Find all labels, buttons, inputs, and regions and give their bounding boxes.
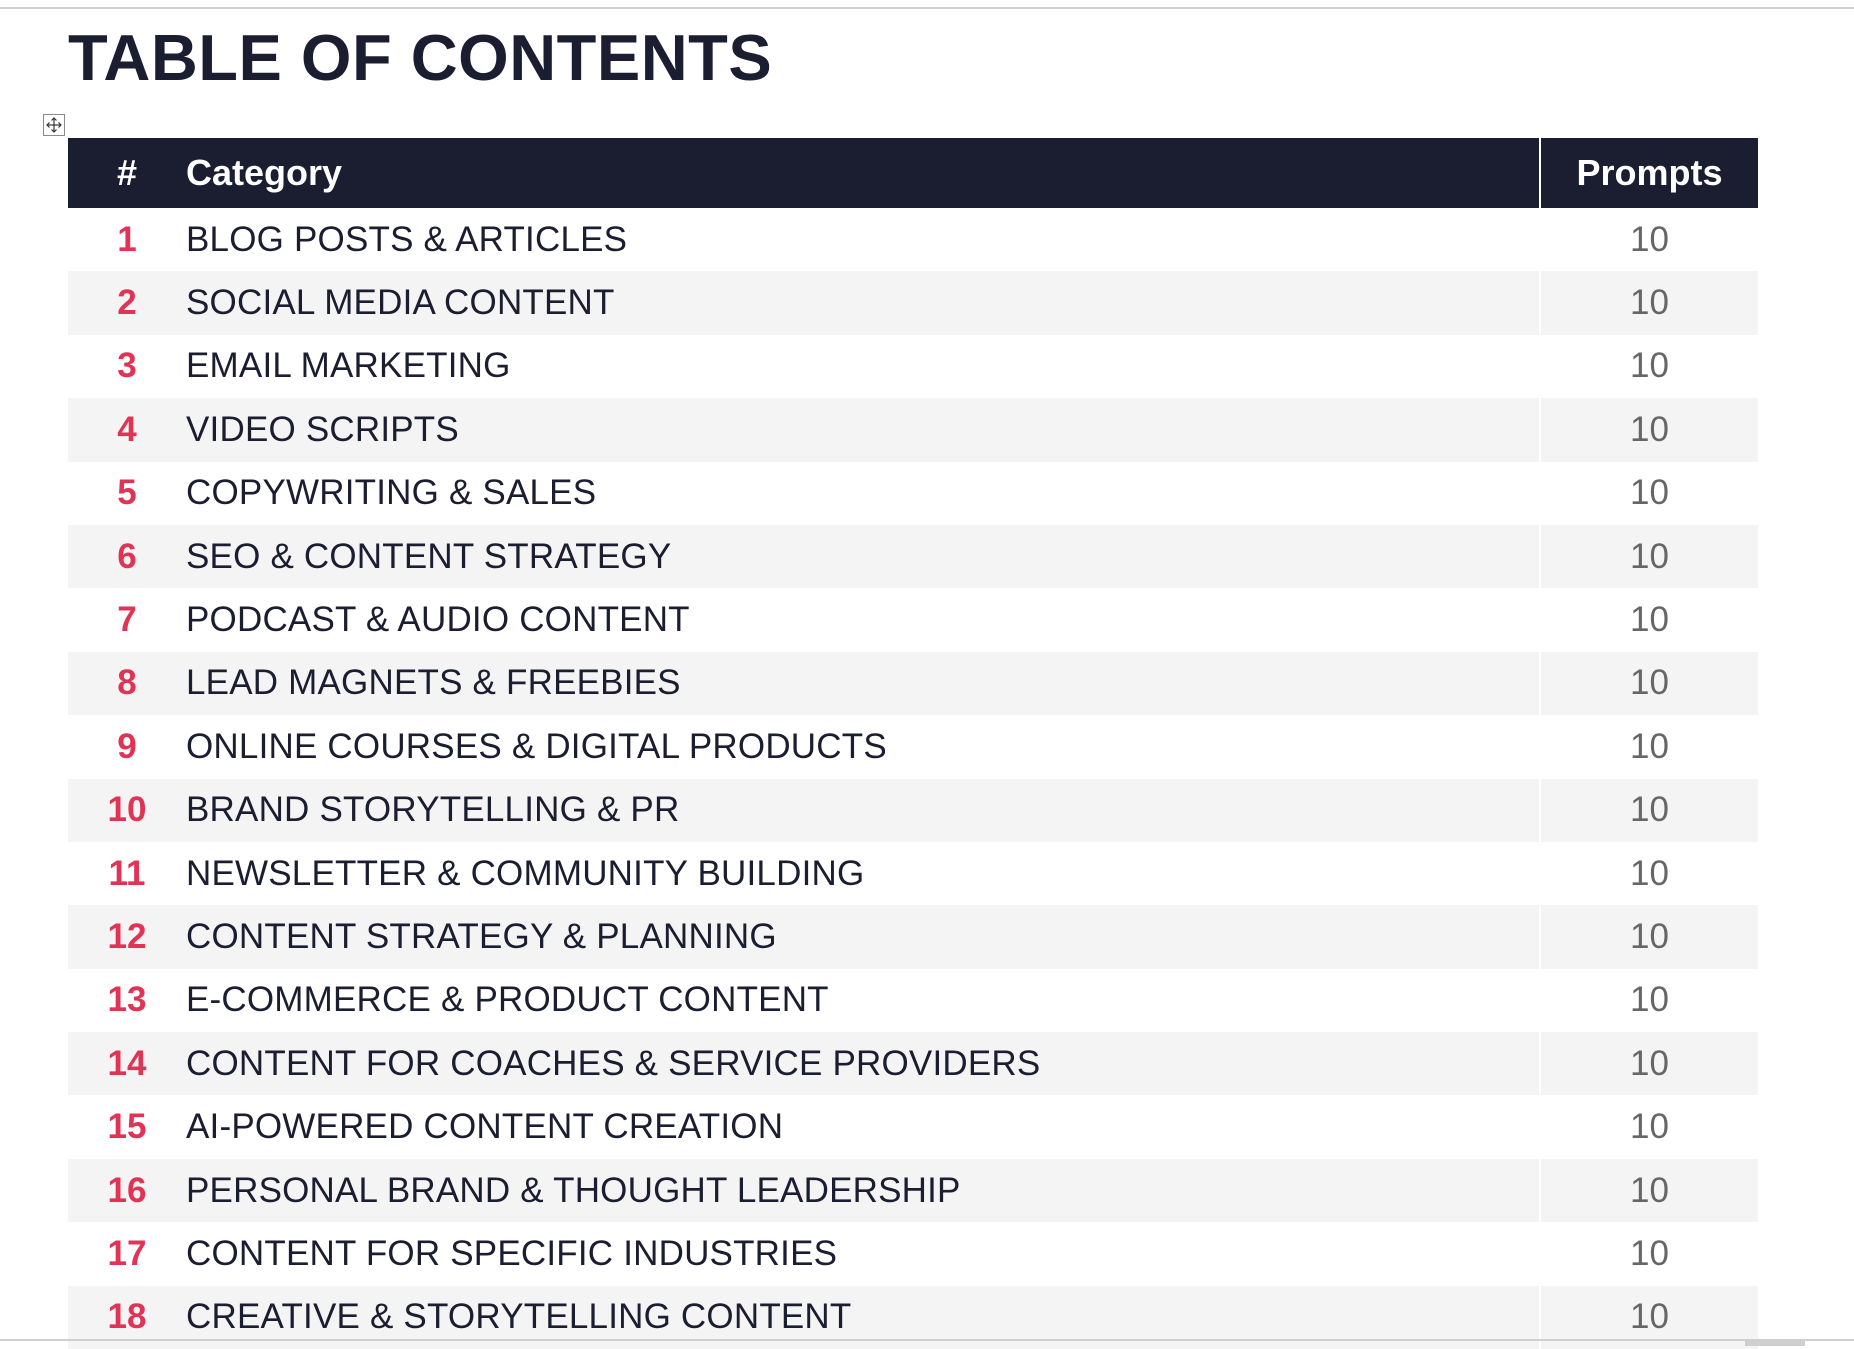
row-category: EMAIL MARKETING (186, 346, 511, 386)
row-category: AI-POWERED CONTENT CREATION (186, 1107, 784, 1147)
table-row: 17 CONTENT FOR SPECIFIC INDUSTRIES 10 (68, 1222, 1758, 1286)
row-category: E-COMMERCE & PRODUCT CONTENT (186, 980, 829, 1020)
row-category: ONLINE COURSES & DIGITAL PRODUCTS (186, 726, 887, 766)
table-row: 14 CONTENT FOR COACHES & SERVICE PROVIDE… (68, 1032, 1758, 1096)
row-category: PODCAST & AUDIO CONTENT (186, 600, 690, 640)
table-row: 3 EMAIL MARKETING 10 (68, 334, 1758, 399)
row-category: NEWSLETTER & COMMUNITY BUILDING (186, 853, 865, 893)
row-prompts: 10 (1539, 271, 1758, 335)
table-row: 16 PERSONAL BRAND & THOUGHT LEADERSHIP 1… (68, 1158, 1758, 1223)
row-number: 7 (117, 600, 137, 640)
row-number: 2 (117, 283, 137, 323)
row-number: 15 (107, 1107, 147, 1147)
row-category: CONTENT FOR COACHES & SERVICE PROVIDERS (186, 1043, 1041, 1083)
row-prompts: 10 (1539, 778, 1758, 842)
table-row: 4 VIDEO SCRIPTS 10 (68, 398, 1758, 462)
row-number: 3 (117, 346, 137, 386)
table-row: 13 E-COMMERCE & PRODUCT CONTENT 10 (68, 968, 1758, 1033)
table-row: 11 NEWSLETTER & COMMUNITY BUILDING 10 (68, 841, 1758, 906)
bottom-divider (0, 1339, 1854, 1341)
row-number: 14 (107, 1043, 147, 1083)
toc-table: # Category Prompts 1 BLOG POSTS & ARTICL… (68, 138, 1758, 1349)
row-number: 9 (117, 726, 137, 766)
row-prompts: 10 (1539, 968, 1758, 1033)
move-icon (46, 117, 62, 133)
row-number: 16 (107, 1170, 147, 1210)
table-row: 9 ONLINE COURSES & DIGITAL PRODUCTS 10 (68, 715, 1758, 779)
row-prompts: 10 (1539, 398, 1758, 462)
row-category: SOCIAL MEDIA CONTENT (186, 283, 615, 323)
row-prompts: 10 (1539, 905, 1758, 969)
row-number: 5 (117, 473, 137, 513)
row-number: 4 (117, 409, 137, 449)
row-prompts: 10 (1539, 461, 1758, 525)
row-prompts: 10 (1539, 1095, 1758, 1159)
row-prompts: 10 (1539, 334, 1758, 399)
table-row: 1 BLOG POSTS & ARTICLES 10 (68, 208, 1758, 272)
row-number: 13 (107, 980, 147, 1020)
row-prompts: 10 (1539, 651, 1758, 716)
row-category: CREATIVE & STORYTELLING CONTENT (186, 1297, 852, 1337)
page-title: TABLE OF CONTENTS (68, 21, 773, 94)
row-prompts: 10 (1539, 841, 1758, 906)
scroll-indicator[interactable] (1745, 1341, 1805, 1346)
row-number: 11 (108, 853, 146, 893)
row-prompts: 10 (1539, 208, 1758, 272)
row-category: COPYWRITING & SALES (186, 473, 597, 513)
row-prompts: 10 (1539, 1222, 1758, 1286)
row-category: CONTENT FOR SPECIFIC INDUSTRIES (186, 1233, 838, 1273)
top-divider (0, 7, 1854, 9)
table-row: 10 BRAND STORYTELLING & PR 10 (68, 778, 1758, 842)
row-category: VIDEO SCRIPTS (186, 409, 459, 449)
row-category: CONTENT STRATEGY & PLANNING (186, 916, 777, 956)
row-category: PERSONAL BRAND & THOUGHT LEADERSHIP (186, 1170, 961, 1210)
row-category: SEO & CONTENT STRATEGY (186, 536, 672, 576)
row-prompts: 10 (1539, 588, 1758, 652)
row-number: 12 (107, 916, 147, 956)
row-number: 8 (117, 663, 137, 703)
header-category: Category (186, 152, 343, 193)
row-prompts: 10 (1539, 1032, 1758, 1096)
row-prompts: 10 (1539, 1285, 1758, 1349)
table-row: 15 AI-POWERED CONTENT CREATION 10 (68, 1095, 1758, 1159)
table-row: 6 SEO & CONTENT STRATEGY 10 (68, 524, 1758, 589)
header-prompts: Prompts (1539, 138, 1758, 208)
table-row: 7 PODCAST & AUDIO CONTENT 10 (68, 588, 1758, 652)
row-number: 18 (107, 1297, 147, 1337)
row-category: LEAD MAGNETS & FREEBIES (186, 663, 681, 703)
table-row: 12 CONTENT STRATEGY & PLANNING 10 (68, 905, 1758, 969)
row-category: BRAND STORYTELLING & PR (186, 790, 680, 830)
row-prompts: 10 (1539, 715, 1758, 779)
row-category: BLOG POSTS & ARTICLES (186, 219, 628, 259)
row-number: 1 (117, 219, 137, 259)
row-number: 10 (107, 790, 147, 830)
row-prompts: 10 (1539, 1158, 1758, 1223)
table-row: 18 CREATIVE & STORYTELLING CONTENT 10 (68, 1285, 1758, 1349)
header-number: # (116, 152, 138, 193)
table-row: 8 LEAD MAGNETS & FREEBIES 10 (68, 651, 1758, 716)
table-row: 2 SOCIAL MEDIA CONTENT 10 (68, 271, 1758, 335)
row-number: 6 (117, 536, 137, 576)
row-prompts: 10 (1539, 524, 1758, 589)
table-row: 5 COPYWRITING & SALES 10 (68, 461, 1758, 525)
table-header-row: # Category Prompts (68, 138, 1758, 208)
row-number: 17 (107, 1233, 147, 1273)
table-move-handle[interactable] (43, 114, 65, 136)
